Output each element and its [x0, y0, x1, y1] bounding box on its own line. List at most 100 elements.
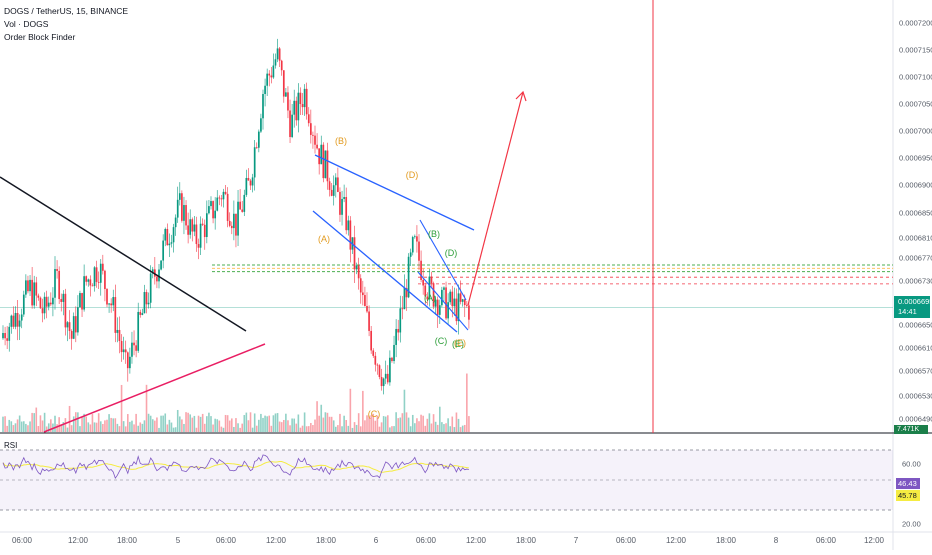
candle-body [197, 244, 200, 248]
volume-bar [62, 422, 65, 432]
volume-bar [25, 423, 27, 432]
volume-bar [326, 412, 329, 432]
volume-bar [399, 417, 402, 432]
volume-bar [75, 412, 77, 432]
volume-bar [10, 421, 13, 432]
volume-bar [430, 423, 433, 432]
candle-body [120, 341, 123, 353]
candle-body [114, 297, 117, 333]
volume-bar [31, 412, 33, 432]
candle-body [22, 294, 25, 315]
volume-bar [60, 424, 63, 432]
volume-bar [149, 415, 152, 432]
time-tick-label: 7 [573, 536, 579, 545]
candle-body [70, 330, 73, 339]
candle-body [278, 48, 281, 61]
candle-body [145, 292, 148, 305]
volume-bar [183, 423, 185, 432]
price-tick-label: 0.0006610 [899, 343, 932, 353]
time-tick-label: 06:00 [615, 536, 637, 545]
volume-bar [151, 419, 154, 432]
candle-body [14, 312, 17, 327]
price-tick-label: 0.0006570 [899, 366, 932, 376]
candle-body [397, 328, 400, 333]
volume-bar [312, 425, 314, 432]
candle-body [268, 73, 271, 76]
volume-bar [320, 404, 323, 432]
candle-body [366, 306, 368, 312]
candle-body [451, 291, 454, 307]
volume-bar [114, 418, 117, 432]
volume-bar [289, 425, 291, 432]
volume-bar [228, 420, 231, 432]
volume-bar [181, 419, 183, 432]
volume-bar [97, 413, 100, 432]
volume-bar [422, 415, 424, 432]
volume-bar [85, 416, 87, 432]
candle-body [438, 305, 441, 315]
blue-inner-lower [417, 271, 469, 331]
candle-body [195, 224, 198, 245]
volume-bar [72, 416, 75, 432]
candle-body [465, 305, 468, 306]
candle-body [403, 287, 406, 310]
volume-bar [316, 401, 318, 432]
candle-body [399, 308, 402, 333]
candle-body [18, 320, 21, 327]
candle-body [441, 289, 443, 306]
volume-bar [191, 417, 194, 432]
candle-body [378, 365, 381, 378]
volume-bar [6, 425, 8, 432]
candle-body [411, 237, 414, 253]
volume-bar [343, 415, 345, 432]
volume-bar [99, 421, 102, 432]
time-tick-label: 18:00 [315, 536, 337, 545]
candle-body [64, 293, 67, 328]
price-tick-label: 0.0006530 [899, 391, 932, 401]
volume-bar [210, 416, 212, 432]
candle-body [251, 177, 254, 186]
candle-body [233, 213, 235, 229]
candle-body [374, 355, 377, 365]
candle-body [270, 75, 273, 78]
candle-body [332, 185, 335, 196]
volume-bar [187, 412, 189, 432]
candle-body [81, 293, 83, 310]
candle-body [72, 316, 75, 339]
volume-bar [355, 424, 358, 432]
candle-body [322, 144, 325, 179]
wave-label-green: (B) [428, 229, 440, 239]
candle-body [158, 269, 160, 282]
candle-body [101, 263, 104, 271]
candle-body [131, 342, 133, 357]
time-tick-label: 06:00 [11, 536, 33, 545]
volume-bar [68, 405, 71, 432]
volume-bar [280, 422, 283, 432]
current-price-badge: 0.0006695 14:41 [894, 296, 932, 318]
volume-bar [79, 426, 81, 432]
volume-bar [189, 414, 191, 432]
volume-bar [414, 423, 416, 432]
candle-body [255, 147, 258, 149]
volume-bar [310, 422, 312, 432]
candle-body [380, 377, 383, 387]
volume-bar [405, 412, 408, 432]
candle-body [216, 197, 219, 211]
volume-bar [122, 421, 125, 432]
volume-bar [106, 419, 108, 432]
volume-bar [160, 415, 162, 432]
volume-bar [20, 421, 23, 432]
volume-bar [372, 413, 375, 432]
candle-body [370, 330, 373, 351]
candle-body [16, 312, 19, 327]
volume-bar [56, 424, 58, 432]
candle-body [436, 299, 439, 315]
volume-bar [299, 427, 302, 432]
candle-body [116, 329, 119, 333]
candle-body [212, 201, 214, 219]
price-tick-label: 0.0006850 [899, 208, 932, 218]
candle-body [66, 322, 69, 328]
wave-label-green: (E) [452, 339, 464, 349]
